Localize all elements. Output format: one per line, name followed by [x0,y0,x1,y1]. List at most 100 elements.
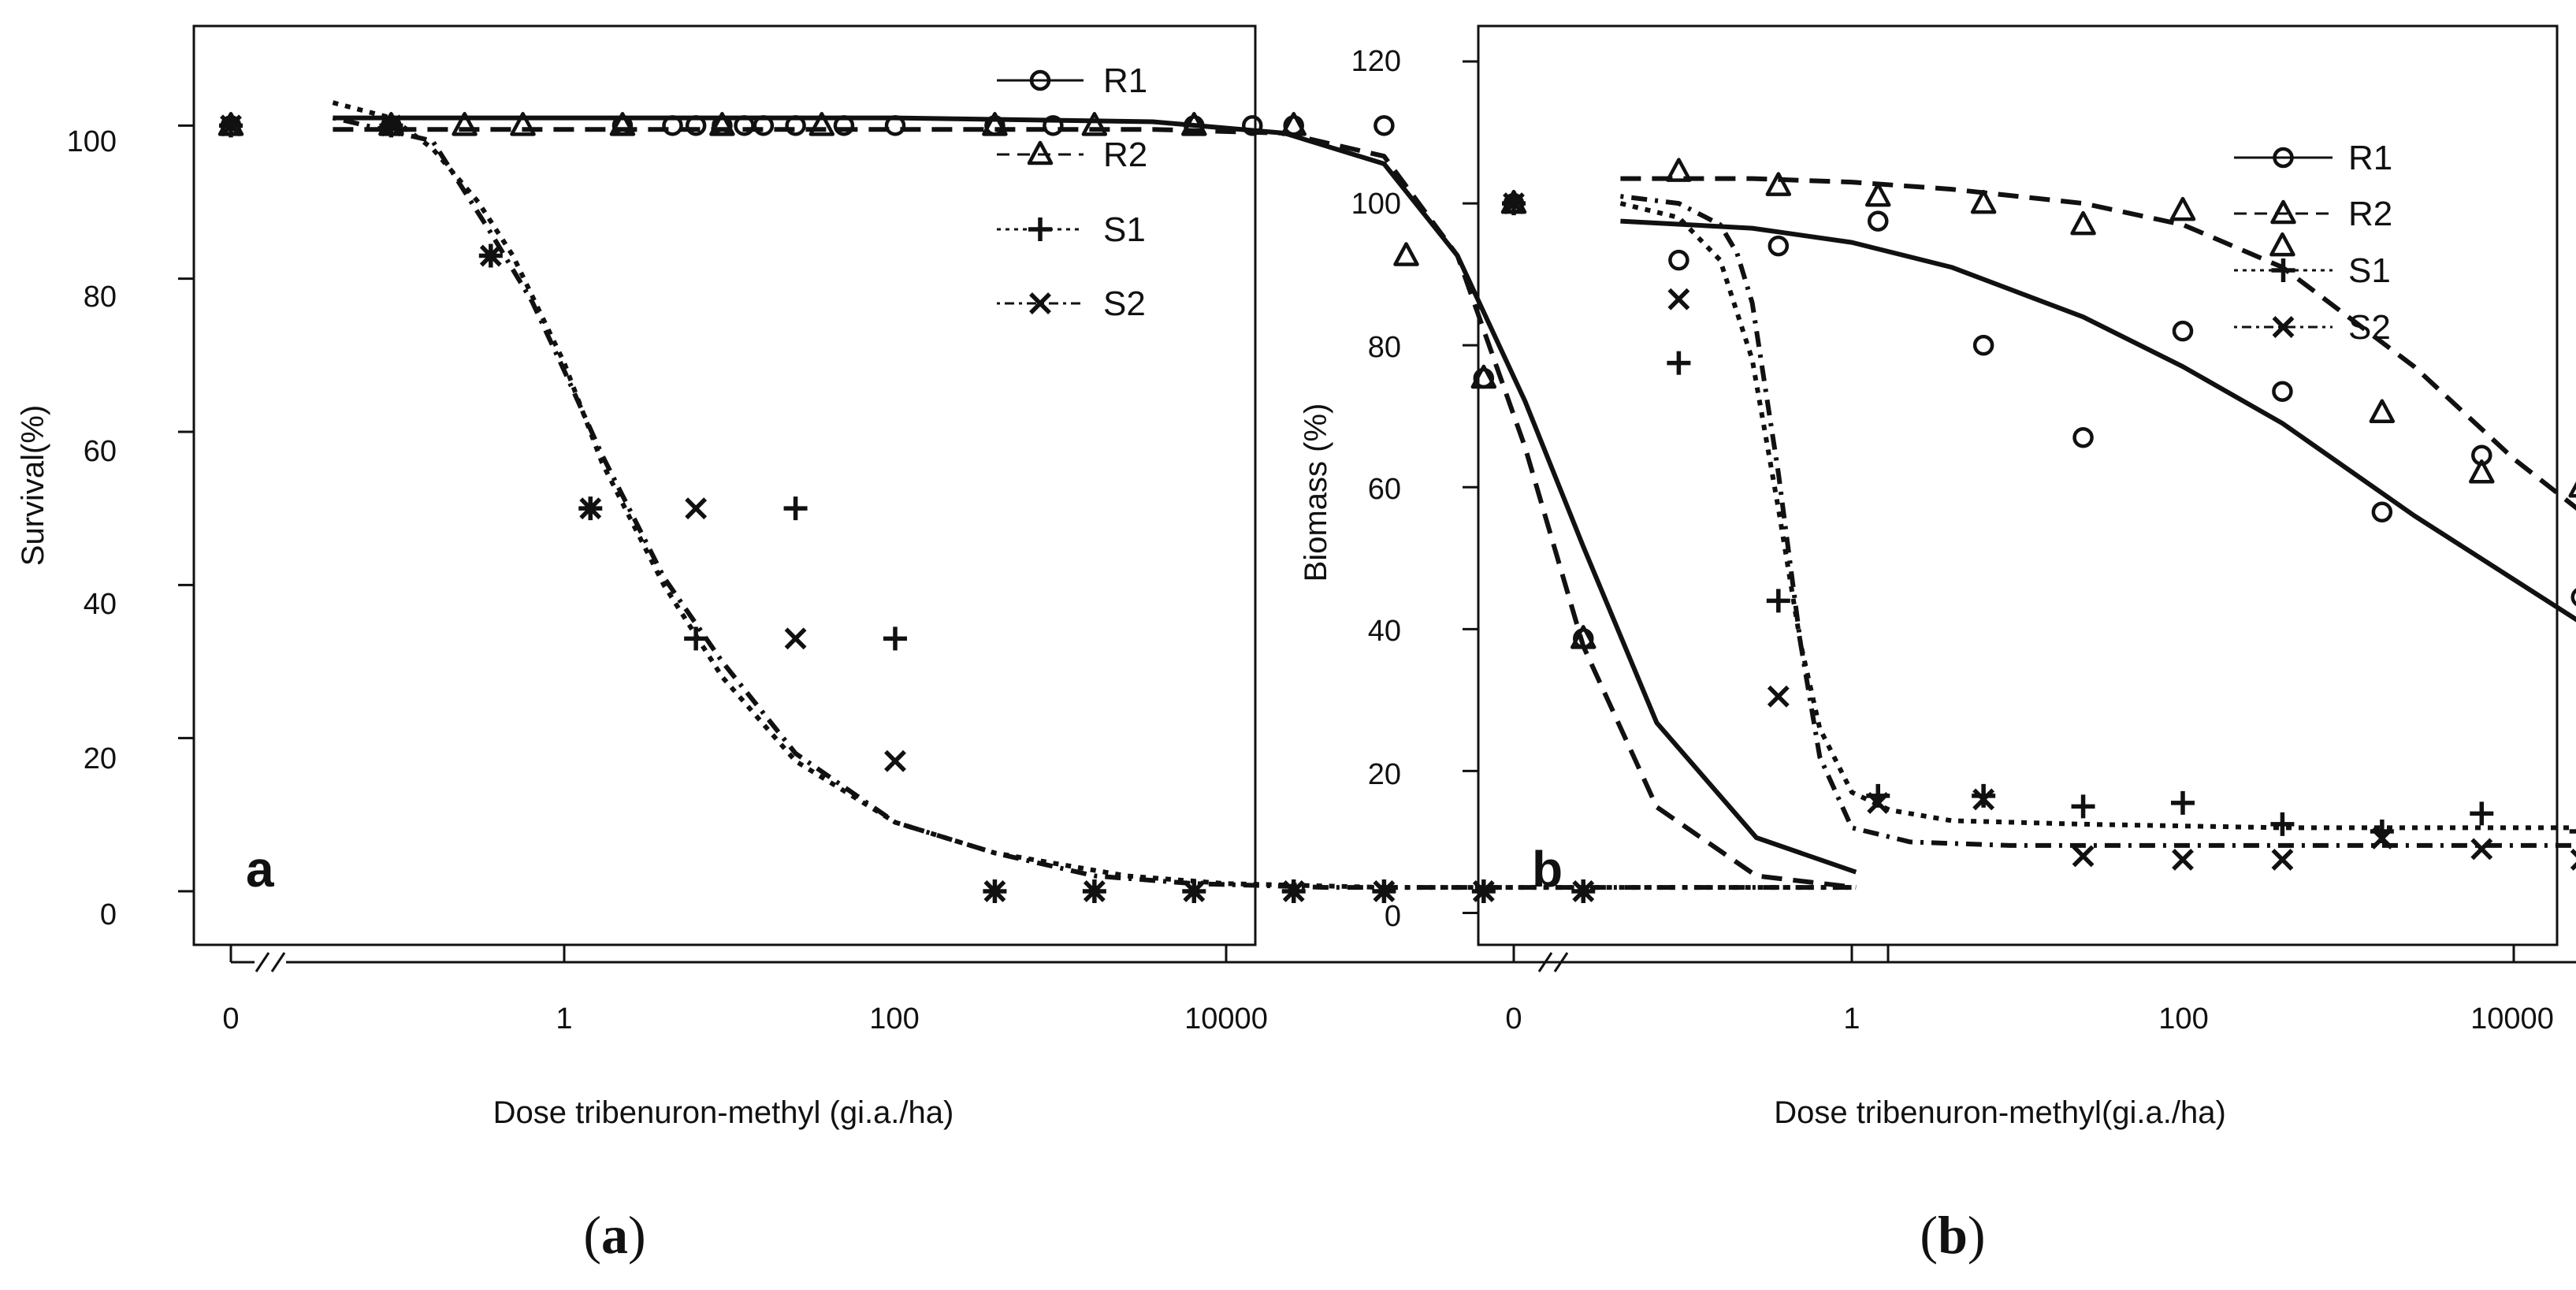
data-point-cross [1029,292,1051,314]
data-point-triangle [510,112,536,136]
data-point-triangle [1666,158,1692,182]
data-point-circle [685,115,707,136]
y-tick-label: 0 [100,898,117,931]
data-point-plus [1766,589,1790,613]
legend-label: R1 [2348,139,2392,177]
data-point-triangle [1765,172,1792,196]
x-tick-label: 1 [1843,1002,1860,1035]
fit-curve-r2 [333,127,1857,890]
legend-keys-b [2234,147,2333,338]
data-point-cross [2570,849,2576,871]
data-point-circle [833,115,855,136]
data-point-triangle [2270,199,2296,225]
x-tick-label: 0 [1505,1002,1522,1035]
legend-label: R1 [1103,61,1147,100]
data-point-circle [662,115,683,136]
data-point-cross [1572,880,1595,902]
data-point-cross [579,497,602,520]
x-tick-label: 10000 [1184,1002,1268,1035]
data-point-cross [1373,880,1396,902]
x-tick-label: 100 [869,1002,919,1035]
x-axis-title: Dose tribenuron-methyl (gi.a./ha) [493,1095,954,1130]
data-point-plus [1028,217,1052,241]
data-point-plus [2270,812,2295,836]
data-point-triangle [2369,399,2396,423]
legend-label: R2 [1103,136,1147,174]
data-point-cross [220,114,242,137]
chart-panel-b: 0 20 40 60 80 100 120 0 1 100 10000 Dose… [1299,24,2576,1265]
panel-letter-b: b [1532,841,1563,898]
data-point-cross [1972,788,1995,811]
data-point-cross [1083,880,1106,902]
data-point-circle [1242,115,1263,136]
y-tick-label: 20 [84,742,117,775]
data-point-cross [1767,685,1790,708]
y-tick-label: 80 [1368,331,1401,364]
y-tick-label: 40 [84,588,117,621]
data-point-cross [884,749,906,772]
x-tick-label: 100 [2158,1002,2208,1035]
data-points-a [217,112,1597,903]
data-point-triangle [1081,112,1108,136]
data-point-circle [1768,235,1790,257]
y-axis-title: Survival(%) [16,405,50,566]
axis-break-mark [255,952,286,972]
panel-letter-a: a [246,841,274,898]
caption-b: (b) [1920,1205,1985,1265]
data-point-circle [1868,210,1889,232]
data-point-triangle [2070,210,2096,236]
data-point-cross [1867,791,1890,814]
legend-label: S2 [1103,284,1146,323]
fit-curve-r1 [333,115,1857,875]
data-point-triangle [1865,182,1891,207]
data-point-triangle [982,112,1008,136]
plot-frame-a [192,24,1257,946]
data-point-triangle [452,112,478,136]
data-point-plus [2271,258,2295,282]
data-point-cross [2470,838,2493,861]
data-point-cross [479,244,502,267]
data-point-triangle [709,112,735,136]
fit-curve-r1 [1620,218,2576,623]
x-axis-title: Dose tribenuron-methyl(gi.a./ha) [1774,1095,2226,1130]
data-point-triangle [1393,242,1419,266]
fit-curve-r2 [1620,176,2576,511]
data-point-cross [1282,880,1305,902]
data-point-cross [2271,849,2294,871]
data-point-cross [685,497,708,520]
legend-label: R2 [2348,195,2392,233]
legend-label: S1 [1103,210,1146,249]
data-point-triangle [2568,481,2576,498]
chart-panel-a: 0 20 40 60 80 100 0 1 100 10000 Dose tri… [16,24,1890,1265]
fit-curve-s1 [1619,201,2576,831]
data-point-circle [2371,501,2393,523]
data-point-cross [1183,880,1206,902]
x-tick-label: 1 [556,1002,572,1035]
y-tick-label: 100 [67,125,117,158]
data-point-circle [1972,334,1994,356]
data-point-circle [1029,69,1051,91]
data-point-plus [1972,783,1996,808]
data-point-cross [2072,845,2095,868]
data-point-cross [983,880,1006,902]
y-tick-label: 100 [1351,188,1401,221]
axis-break-mark [1537,952,1569,972]
data-point-circle [1373,115,1395,136]
axis-ticks-b [1463,60,2576,972]
x-tick-label: 10000 [2470,1002,2554,1035]
x-tick-label: 0 [222,1002,239,1035]
caption-letter: a [601,1205,628,1265]
data-point-cross [2370,827,2393,849]
legend-label: S2 [2348,308,2391,347]
data-point-circle [753,115,775,136]
data-point-circle [2273,147,2294,169]
y-tick-label: 120 [1351,45,1401,78]
plot-frame-b [1477,24,2559,946]
data-point-plus [1667,351,1691,375]
caption-letter: b [1938,1205,1968,1265]
fit-curves-b [1619,176,2576,848]
data-point-circle [884,115,906,136]
y-tick-label: 60 [1368,473,1401,506]
data-point-plus [684,626,708,651]
axis-ticks-a [178,124,1890,972]
